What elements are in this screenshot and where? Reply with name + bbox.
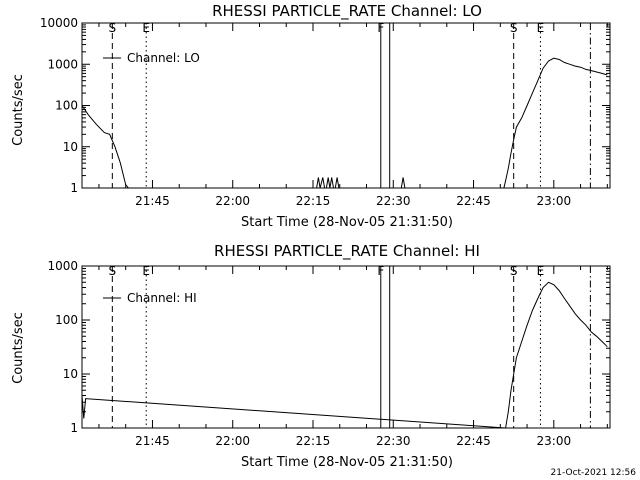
lo-y-tick-label: 10 xyxy=(63,140,78,154)
hi-channel-panel: RHESSI PARTICLE_RATE Channel: HI Start T… xyxy=(11,242,611,470)
footer-date: 21-Oct-2021 12:56 xyxy=(551,468,637,478)
lo-plot-frame xyxy=(81,22,611,189)
hi-x-tick-label: 21:45 xyxy=(135,434,170,448)
hi-y-tick-label: 10 xyxy=(63,367,78,381)
lo-x-axis-label: Start Time (28-Nov-05 21:31:50) xyxy=(241,215,453,230)
hi-event-marker-label: S xyxy=(109,264,117,278)
lo-event-marker-label: F xyxy=(377,21,384,35)
hi-chart-marks: 1 10 100 1000 21:45 22:00 22:15 22:30 22:45 23:00… xyxy=(47,259,610,448)
hi-x-tick-label: 22:45 xyxy=(456,434,491,448)
lo-count-rate-line xyxy=(81,57,608,189)
hi-count-rate-line xyxy=(81,281,608,429)
hi-event-marker-label: S xyxy=(510,264,518,278)
lo-y-tick-label: 10000 xyxy=(40,16,78,30)
lo-x-tick-label: 22:45 xyxy=(456,194,491,208)
hi-y-tick-label: 100 xyxy=(55,313,78,327)
hi-event-marker-label: E xyxy=(142,264,150,278)
lo-channel-panel: RHESSI PARTICLE_RATE Channel: LO Start T… xyxy=(11,2,611,230)
lo-x-tick-label: 22:30 xyxy=(376,194,411,208)
hi-chart-title: RHESSI PARTICLE_RATE Channel: HI xyxy=(214,242,480,261)
hi-x-tick-label: 22:30 xyxy=(376,434,411,448)
lo-y-tick-label: 1 xyxy=(70,181,78,195)
hi-y-tick-label: 1 xyxy=(70,421,78,435)
hi-legend-label: Channel: HI xyxy=(127,291,197,305)
lo-y-axis-label: Counts/sec xyxy=(11,74,26,146)
lo-event-marker-label: S xyxy=(510,21,518,35)
lo-event-marker-label: E xyxy=(537,21,545,35)
lo-x-tick-label: 23:00 xyxy=(537,194,572,208)
lo-x-tick-label: 21:45 xyxy=(135,194,170,208)
lo-event-marker-label: S xyxy=(109,21,117,35)
lo-x-tick-label: 22:00 xyxy=(215,194,250,208)
lo-x-tick-label: 22:15 xyxy=(296,194,331,208)
hi-event-marker-label: E xyxy=(537,264,545,278)
hi-event-marker-label: F xyxy=(377,264,384,278)
lo-legend-label: Channel: LO xyxy=(127,51,200,65)
lo-y-tick-label: 1000 xyxy=(47,57,78,71)
hi-x-tick-label: 22:15 xyxy=(296,434,331,448)
lo-event-marker-label: E xyxy=(142,21,150,35)
hi-y-tick-label: 1000 xyxy=(47,259,78,273)
hi-y-axis-label: Counts/sec xyxy=(11,312,26,384)
lo-chart-title: RHESSI PARTICLE_RATE Channel: LO xyxy=(212,2,482,21)
hi-x-tick-label: 23:00 xyxy=(537,434,572,448)
lo-chart-marks: 1 10 100 1000 10000 21:45 22:00 22:15 22:30 22:45… xyxy=(40,16,610,208)
hi-x-axis-label: Start Time (28-Nov-05 21:31:50) xyxy=(241,455,453,470)
lo-y-tick-label: 100 xyxy=(55,99,78,113)
hi-x-tick-label: 22:00 xyxy=(215,434,250,448)
